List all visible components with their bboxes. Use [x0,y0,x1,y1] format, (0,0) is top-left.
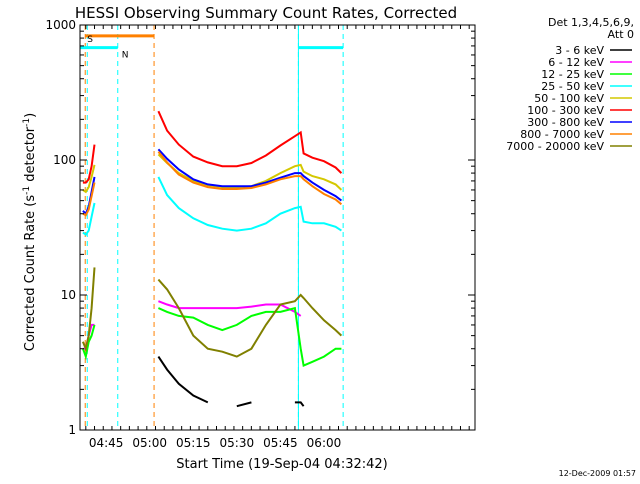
x-tick-label: 05:00 [132,436,167,450]
x-tick-label: 04:45 [89,436,124,450]
legend-label: 300 - 800 keV [527,116,604,129]
series-black-line [294,401,305,407]
legend-header-line2: Att 0 [608,28,634,41]
series-cyan-line [157,176,342,232]
series-olive-line [157,278,343,358]
series-red-line [157,110,343,174]
series-yellow-line [157,153,343,191]
axes: 1 10 100 1000 04:45 05:00 05:15 05:30 05:45 06:00 [45,18,476,450]
series-black-line [236,401,252,408]
x-axis-label: Start Time (19-Sep-04 04:32:42) [176,457,387,472]
series-yellow-line [82,164,96,194]
legend-header-line1: Det 1,3,4,5,6,9, [548,16,634,29]
series-cyan-line [82,202,96,236]
series-magenta-line [158,300,302,317]
y-tick-label: 100 [53,153,76,167]
series-orange-line [82,182,96,217]
legend-label: 50 - 100 keV [534,92,604,105]
series-green-line [81,324,96,361]
series-orange-line [157,151,343,206]
series-green-line [157,306,342,368]
y-axis-label-text: Corrected Count Rate (s [23,195,38,352]
chart-title: HESSI Observing Summary Count Rates, Cor… [75,4,457,22]
y-tick-label: 1 [68,423,76,437]
x-tick-label: 05:45 [263,436,298,450]
series-olive-line [81,267,96,352]
footer-timestamp: 12-Dec-2009 01:57 [559,469,636,478]
y-axis-label: Corrected Count Rate (s-1 detector-1) [22,113,38,351]
legend-label: 7000 - 20000 keV [506,140,604,153]
y-axis-label-mid: detector [23,126,38,186]
series-blue-line [157,148,343,202]
x-tick-label: 05:15 [176,436,211,450]
y-axis-label-sup1: -1 [22,186,32,195]
series-red-line [82,144,96,184]
plot-area: SN [80,25,344,430]
y-tick-label: 10 [61,288,76,302]
legend-label: 100 - 300 keV [527,104,604,117]
y-axis-label-sup2: -1 [22,118,32,127]
x-tick-label: 06:00 [307,436,342,450]
segment-label-s: S [87,35,93,45]
segment-label-n: N [122,51,129,61]
y-axis-label-end: ) [23,113,38,118]
y-tick-label: 1000 [45,18,76,32]
legend-label: 800 - 7000 keV [520,128,604,141]
series-black-line [157,356,209,404]
legend-label: 3 - 6 keV [555,44,604,57]
legend-label: 6 - 12 keV [548,56,604,69]
plot-frame [79,24,476,431]
legend-label: 25 - 50 keV [541,80,604,93]
legend-label: 12 - 25 keV [541,68,604,81]
x-tick-label: 05:30 [220,436,255,450]
